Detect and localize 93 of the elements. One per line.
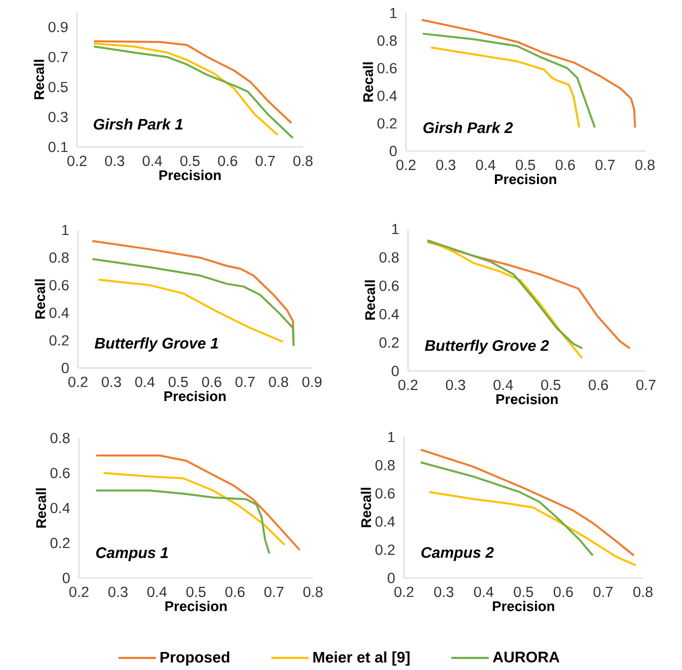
y-tick-label: 0.4 — [375, 516, 395, 527]
x-tick-label: 0.3 — [102, 376, 121, 388]
x-tick-label: 0.3 — [105, 156, 124, 166]
x-tick-label: 0.4 — [474, 586, 494, 598]
x-tick-label: 0.5 — [186, 586, 206, 598]
annotation: Butterfly Grove 2 — [424, 340, 549, 354]
y-tick-label: 0.7 — [48, 52, 68, 62]
y-tick-label: 0.5 — [48, 82, 68, 92]
x-tick-label: 0.8 — [635, 160, 655, 170]
y-tick-label: 1 — [388, 432, 395, 442]
y-tick-label: 1 — [62, 224, 69, 236]
y-tick-label: 0.8 — [49, 252, 69, 263]
x-tick-label: 0.5 — [516, 160, 536, 170]
x-tick-label: 0.6 — [554, 586, 573, 598]
x-tick-label: 0.8 — [293, 156, 313, 166]
x-axis-title: Precision — [165, 600, 227, 612]
x-tick-label: 0.6 — [225, 586, 245, 598]
y-tick-label: 0.6 — [49, 280, 69, 290]
x-tick-label: 0.4 — [476, 160, 496, 170]
x-tick-label: 0.7 — [256, 156, 275, 166]
y-tick-label: 0.2 — [377, 118, 397, 129]
y-axis-title: Recall — [36, 488, 46, 528]
y-axis-title: Recall — [34, 279, 46, 319]
y-tick-label: 0 — [392, 366, 399, 376]
y-axis-title: Recall — [360, 488, 372, 528]
x-tick-label: 0.7 — [596, 160, 615, 170]
legend-label: AURORA — [492, 652, 560, 662]
y-tick-label: 0.2 — [379, 337, 399, 348]
annotation: Girsh Park 1 — [94, 118, 183, 130]
x-tick-label: 0.7 — [594, 586, 613, 598]
y-tick-label: 0.4 — [377, 90, 397, 101]
y-tick-label: 0.1 — [48, 142, 68, 152]
x-tick-label: 0.4 — [147, 586, 167, 598]
x-tick-label: 0.4 — [142, 156, 162, 166]
y-tick-label: 0.6 — [375, 488, 395, 499]
y-axis-title: Recall — [364, 280, 376, 320]
y-axis-title: Recall — [34, 60, 44, 100]
x-axis-title: Precision — [492, 600, 554, 612]
annotation: Campus 1 — [96, 547, 168, 562]
x-tick-label: 0.4 — [135, 376, 155, 388]
x-tick-label: 0.2 — [69, 586, 88, 598]
x-tick-label: 0.3 — [434, 586, 454, 598]
x-tick-label: 0.9 — [302, 376, 322, 388]
y-tick-label: 0.2 — [49, 335, 69, 346]
y-tick-label: 0.8 — [377, 35, 397, 46]
x-axis-title: Precision — [164, 390, 226, 402]
x-tick-label: 0.4 — [494, 380, 513, 390]
y-tick-label: 0.8 — [50, 432, 70, 444]
y-tick-label: 0.8 — [379, 252, 399, 263]
y-tick-label: 0.2 — [50, 538, 70, 548]
x-tick-label: 0.6 — [202, 376, 222, 388]
y-tick-label: 0.6 — [377, 63, 397, 74]
y-tick-label: 1 — [392, 224, 399, 234]
annotation: Girsh Park 2 — [423, 122, 513, 134]
x-tick-label: 0.8 — [303, 586, 323, 598]
y-tick-label: 0.4 — [50, 502, 70, 514]
y-tick-label: 0.6 — [379, 280, 399, 291]
x-tick-label: 0.3 — [436, 160, 456, 170]
x-tick-label: 0.5 — [180, 156, 200, 166]
annotation: Campus 2 — [421, 547, 494, 561]
x-tick-label: 0.7 — [236, 376, 255, 388]
y-tick-label: 0.2 — [375, 544, 395, 555]
y-tick-label: 0.6 — [50, 468, 70, 478]
legend-label: Meier et al [9] — [313, 651, 410, 666]
x-axis-title: Precision — [494, 174, 556, 184]
x-tick-label: 0.7 — [264, 586, 284, 598]
x-axis-title: Precision — [496, 394, 558, 404]
x-tick-label: 0.5 — [514, 586, 534, 598]
y-tick-label: 1 — [390, 8, 397, 18]
x-tick-label: 0.5 — [541, 380, 560, 390]
x-axis-title: Precision — [159, 170, 221, 180]
x-tick-label: 0.6 — [556, 160, 575, 170]
y-axis-title: Recall — [362, 62, 374, 102]
legend-label: Proposed — [160, 651, 230, 666]
y-tick-label: 0 — [62, 362, 69, 374]
y-tick-label: 0 — [62, 572, 70, 584]
y-tick-label: 0 — [390, 146, 397, 156]
y-tick-label: 0.4 — [49, 308, 69, 318]
x-tick-label: 0.8 — [633, 586, 653, 598]
x-tick-label: 0.3 — [446, 380, 466, 390]
x-tick-label: 0.7 — [636, 380, 656, 390]
x-tick-label: 0.6 — [588, 380, 608, 390]
line-series — [102, 472, 286, 546]
y-tick-label: 0.4 — [379, 309, 399, 320]
y-tick-label: 0.3 — [48, 112, 68, 122]
x-tick-label: 0.3 — [108, 586, 128, 598]
annotation: Butterfly Grove 1 — [94, 337, 218, 352]
y-tick-label: 0.8 — [375, 460, 395, 470]
y-tick-label: 0.9 — [48, 22, 68, 32]
x-tick-label: 0.5 — [168, 376, 188, 388]
x-tick-label: 0.8 — [268, 376, 288, 388]
y-tick-label: 0 — [388, 572, 395, 584]
x-tick-label: 0.6 — [218, 156, 238, 166]
